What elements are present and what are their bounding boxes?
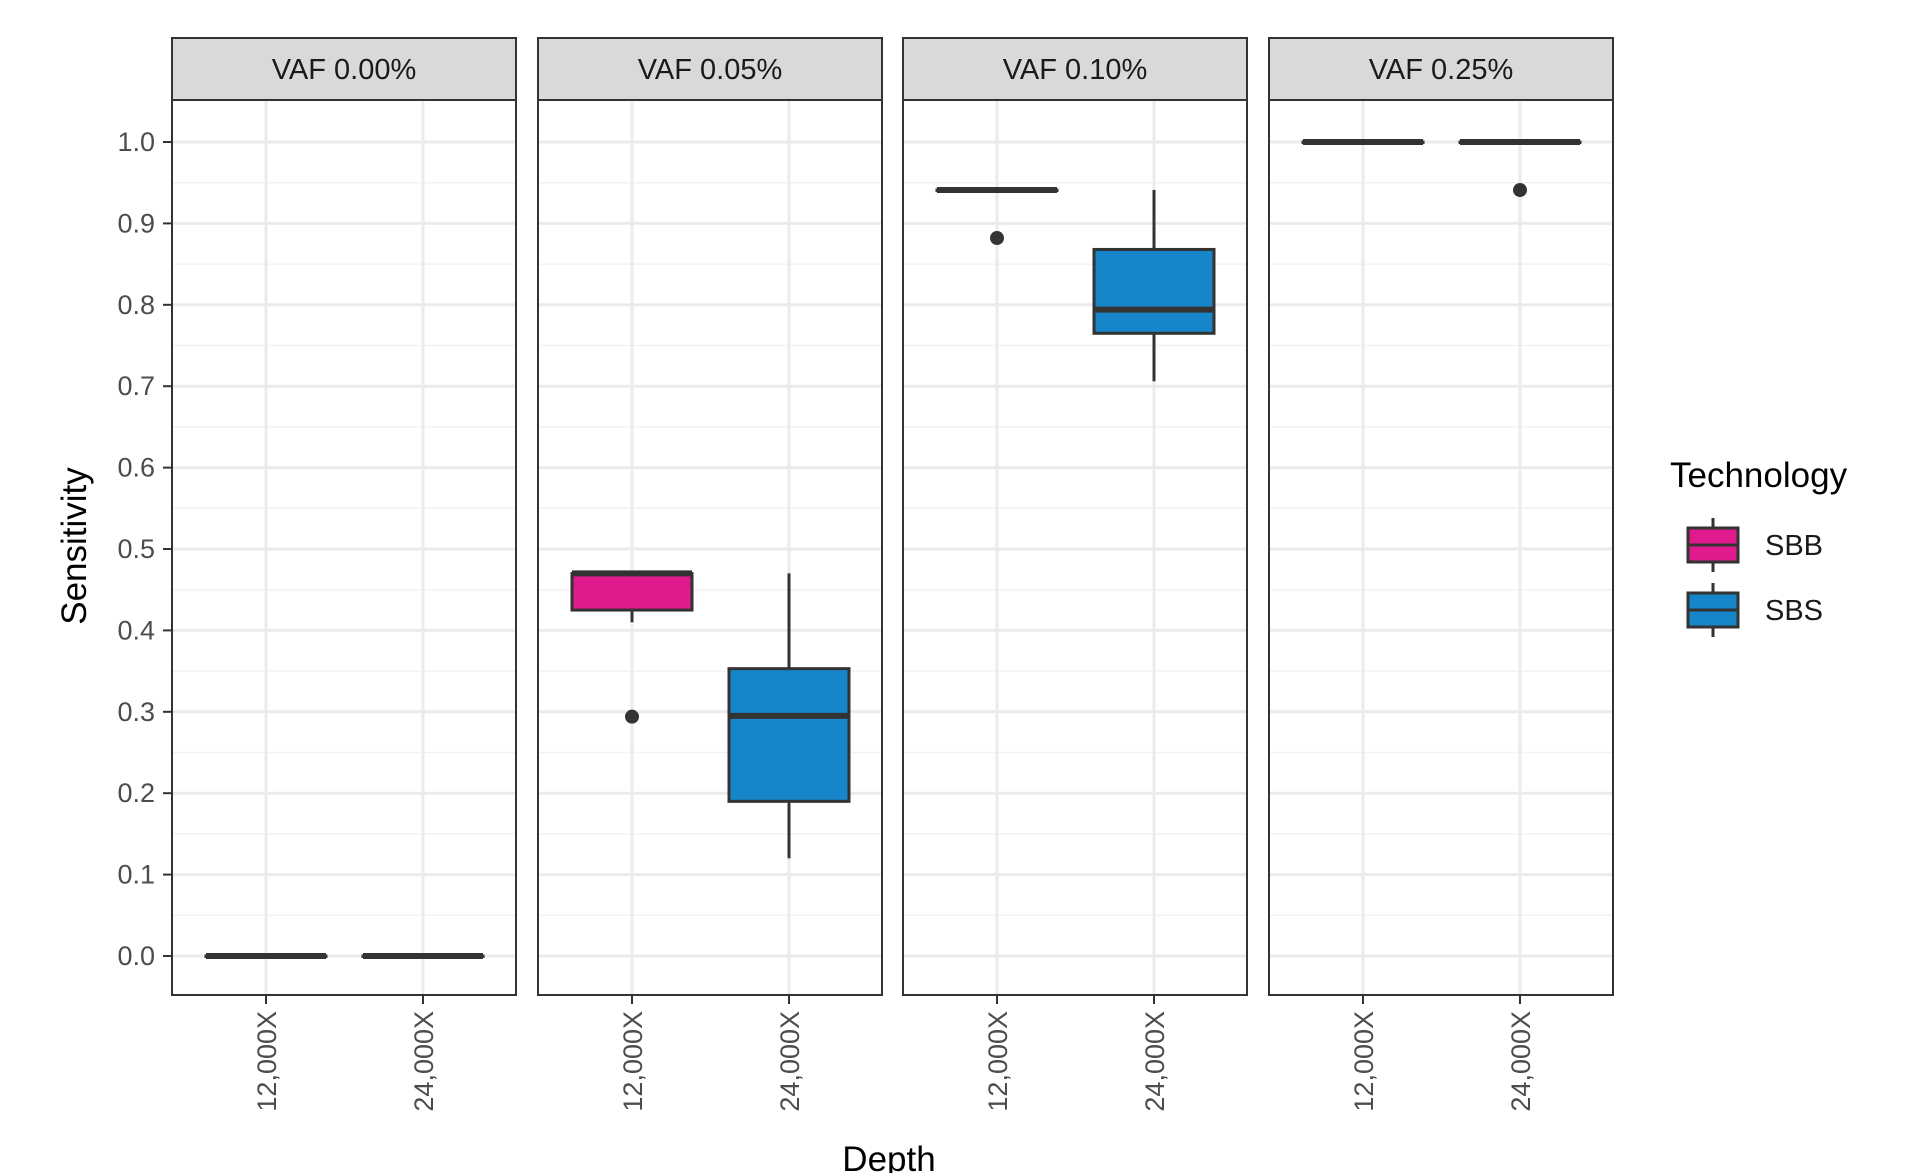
y-tick-label: 0.7 (117, 371, 155, 401)
facet-strip-label: VAF 0.00% (272, 54, 417, 86)
x-tick-label: 24,000X (1140, 1011, 1170, 1112)
box-12,000X-SBB (204, 953, 328, 959)
facet-strip-label: VAF 0.25% (1369, 54, 1514, 86)
box-12,000X-SBB (935, 187, 1059, 246)
x-tick-label: 24,000X (775, 1011, 805, 1112)
facet-strip-label: VAF 0.10% (1003, 54, 1148, 86)
legend-label: SBS (1765, 595, 1823, 627)
facet-strip (537, 37, 883, 101)
y-tick-label: 0.6 (117, 453, 155, 483)
facet-panel: VAF 0.05% 12,000X 24,000X (537, 37, 883, 1112)
y-tick-label: 0.3 (117, 697, 155, 727)
box-body (727, 667, 851, 803)
legend-key-SBB: SBB (1686, 518, 1823, 572)
x-tick-label: 24,000X (1506, 1011, 1536, 1112)
y-tick-label: 1.0 (117, 127, 155, 157)
box-24,000X-SBS (1092, 190, 1216, 382)
y-tick-label: 0.0 (117, 941, 155, 971)
x-tick-label: 24,000X (409, 1011, 439, 1112)
y-tick-label: 0.1 (117, 860, 155, 890)
facet-panel: VAF 0.10% 12,000X 24,000X (902, 37, 1248, 1112)
x-tick-label: 12,000X (252, 1011, 282, 1112)
legend: Technology SBB SBS (1670, 456, 1848, 637)
y-axis-title: Sensitivity (55, 467, 94, 625)
y-tick-label: 0.8 (117, 290, 155, 320)
x-tick-label: 12,000X (1349, 1011, 1379, 1112)
x-tick-label: 12,000X (618, 1011, 648, 1112)
box-24,000X-SBS (727, 573, 851, 859)
x-tick-label: 12,000X (983, 1011, 1013, 1112)
facet-strip (1268, 37, 1614, 101)
facet-strip (902, 37, 1248, 101)
outlier-point (625, 709, 639, 724)
facet-strip (171, 37, 517, 101)
facet-panel: VAF 0.00% 12,000X 24,000X (171, 37, 517, 1112)
legend-title: Technology (1670, 456, 1848, 495)
outlier-point (990, 231, 1004, 246)
outlier-point (1513, 183, 1527, 198)
box-12,000X-SBB (570, 570, 694, 724)
y-axis: 0.0 0.1 0.2 0.3 0.4 0.5 0.6 0.7 0.8 0.9 1.0 (117, 127, 172, 971)
box-24,000X-SBS (361, 953, 485, 959)
y-tick-label: 0.4 (117, 615, 155, 645)
y-tick-label: 0.9 (117, 208, 155, 238)
box-24,000X-SBS (1458, 139, 1582, 198)
x-axis-title: Depth (842, 1140, 935, 1173)
box-body (1092, 247, 1216, 335)
facet-panel: VAF 0.25% 12,000X 24,000X (1268, 37, 1614, 1112)
y-tick-label: 0.2 (117, 778, 155, 808)
panels-layer: VAF 0.00% 12,000X 24,000X VAF 0.05% 12,000X 2… (171, 37, 1614, 1112)
facet-strip-label: VAF 0.05% (638, 54, 783, 86)
y-tick-label: 0.5 (117, 534, 155, 564)
box-12,000X-SBB (1301, 139, 1425, 145)
legend-label: SBB (1765, 530, 1823, 562)
box-body (570, 571, 694, 612)
legend-key-SBS: SBS (1686, 583, 1823, 637)
